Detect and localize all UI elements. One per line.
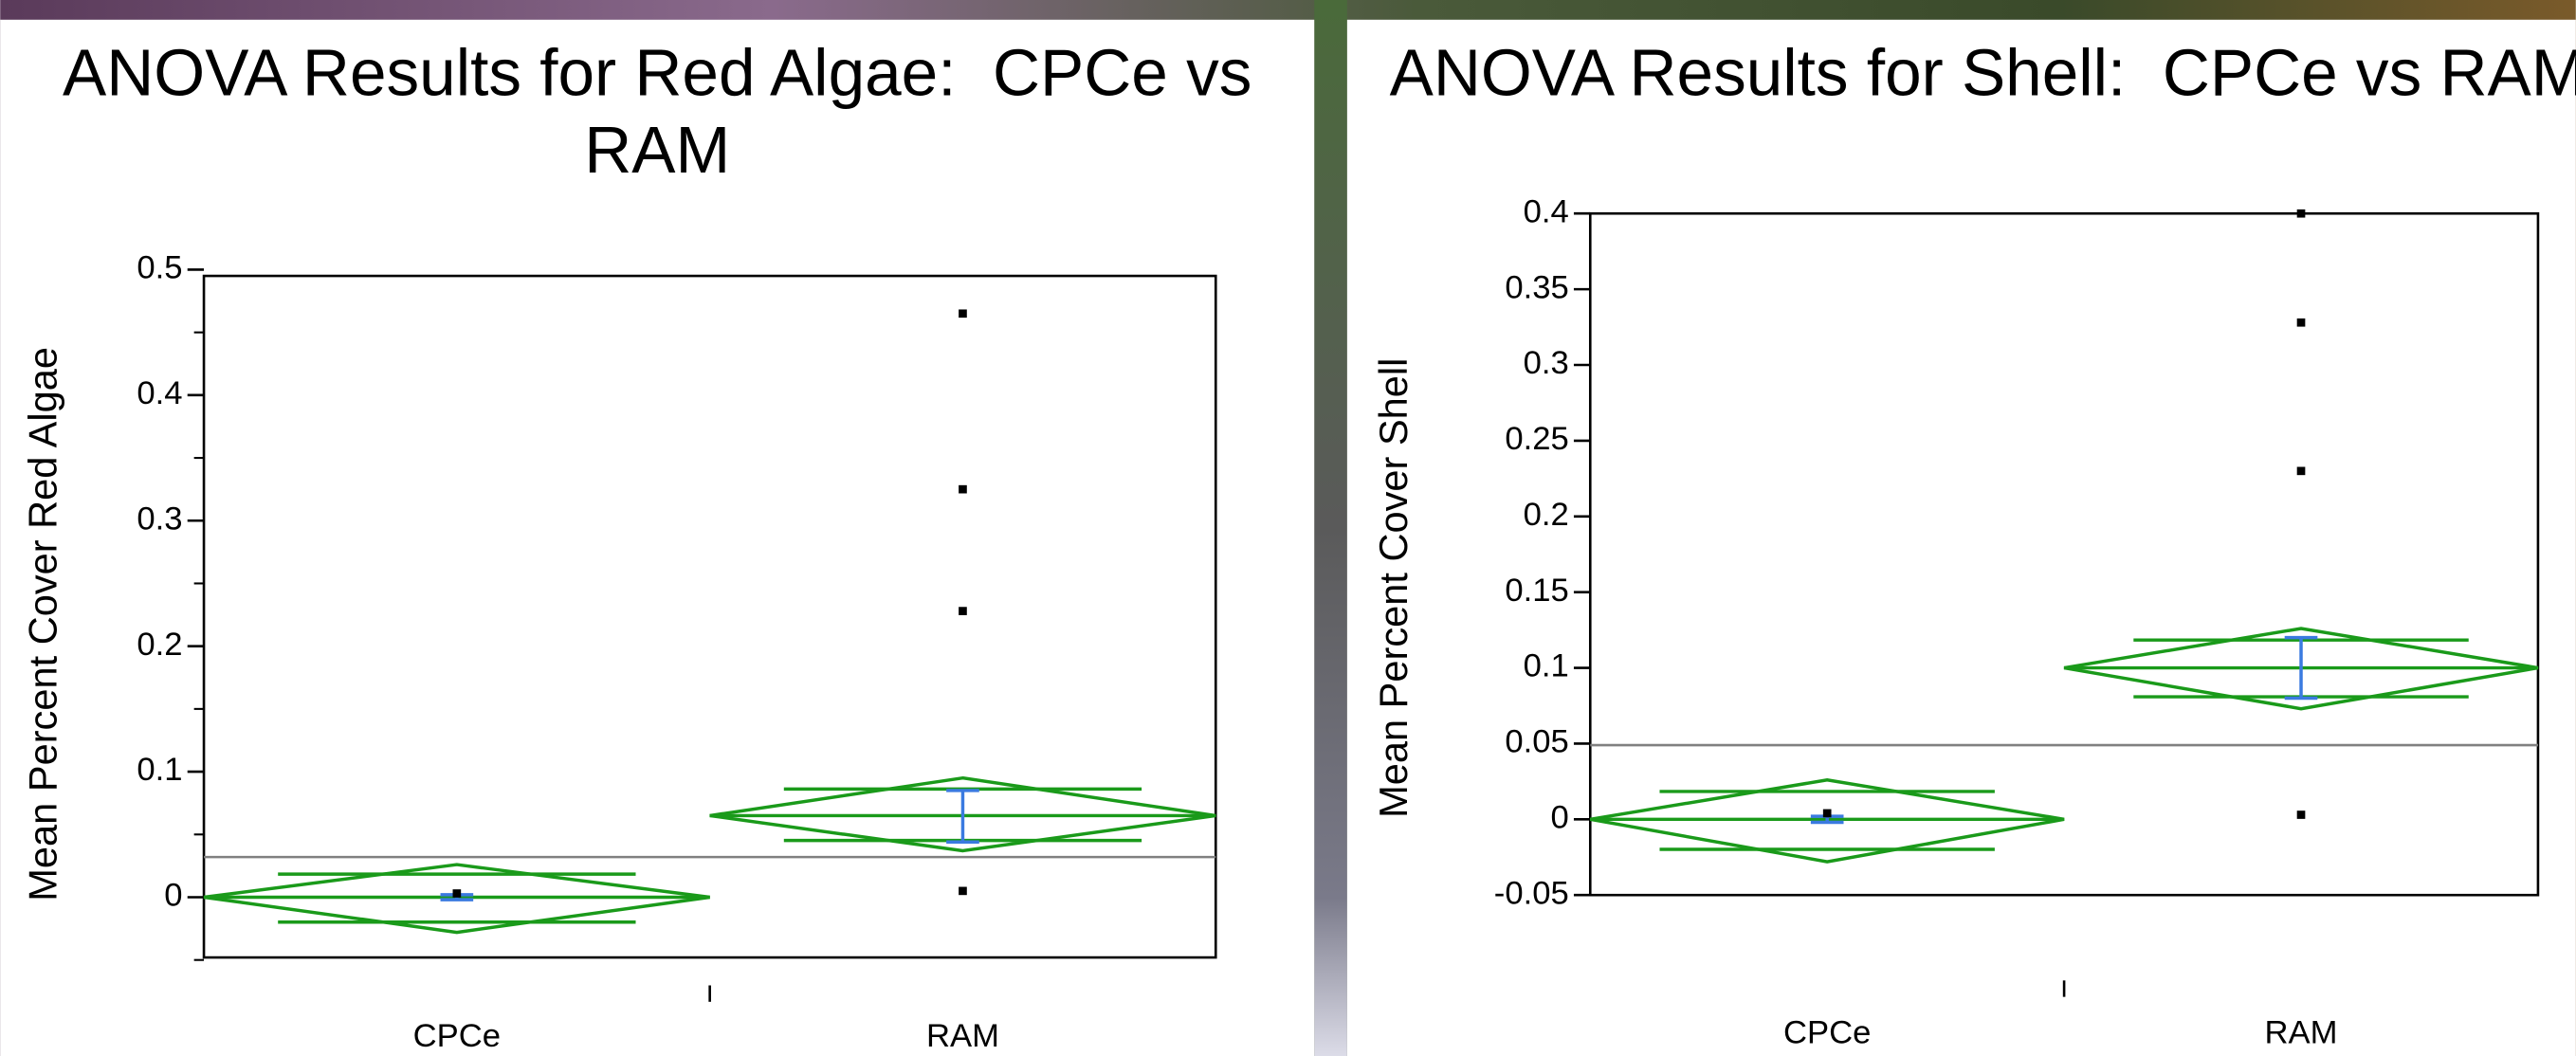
y-tick-label: 0.1 (1524, 648, 1569, 684)
y-tick-label: 0.4 (1524, 193, 1569, 229)
x-tick-label: CPCe (413, 1018, 501, 1054)
right-panel (1346, 19, 2576, 1056)
data-point (959, 886, 967, 896)
y-tick-label: 0.3 (137, 501, 182, 537)
y-tick-label: 0 (1550, 799, 1568, 835)
y-tick-label: 0.25 (1505, 421, 1568, 457)
y-tick-label: 0 (164, 878, 182, 914)
chart-title: ANOVA Results for Shell: CPCe vs RAM (1389, 37, 2576, 111)
data-point (2296, 466, 2306, 476)
y-axis-label: Mean Percent Cover Red Algae (21, 347, 65, 901)
data-point (959, 484, 967, 494)
x-tick-label: CPCe (1783, 1015, 1871, 1051)
y-tick-label: 0.35 (1505, 269, 1568, 305)
chart-title-box: ANOVA Results for Red Algae: CPCe vs RAM (63, 37, 1270, 188)
x-tick-label: RAM (926, 1018, 999, 1054)
data-point (959, 607, 967, 615)
chart-title: ANOVA Results for Red Algae: CPCe vs RAM (63, 37, 1270, 188)
chart-title-box: ANOVA Results for Shell: CPCe vs RAM (1389, 37, 2576, 111)
background-strip (1314, 0, 1347, 1056)
y-tick-label: -0.05 (1494, 875, 1569, 911)
x-tick-label: RAM (2265, 1015, 2338, 1051)
y-tick-label: 0.15 (1505, 573, 1568, 609)
y-tick-label: 0.5 (137, 250, 182, 286)
data-point (1822, 809, 1832, 818)
data-point (959, 309, 967, 319)
data-point (452, 889, 462, 898)
y-tick-label: 0.05 (1505, 724, 1568, 760)
data-point (2296, 209, 2306, 218)
y-tick-label: 0.2 (1524, 497, 1569, 533)
y-tick-label: 0.2 (137, 627, 182, 663)
y-axis-label: Mean Percent Cover Shell (1371, 358, 1416, 818)
y-tick-label: 0.3 (1524, 345, 1569, 381)
left-panel (0, 19, 1315, 1056)
y-tick-label: 0.4 (137, 375, 182, 411)
data-point (2296, 810, 2306, 819)
y-tick-label: 0.1 (137, 752, 182, 788)
plot-frame (202, 274, 1217, 959)
plot-frame (1588, 211, 2540, 897)
data-point (2296, 318, 2306, 327)
